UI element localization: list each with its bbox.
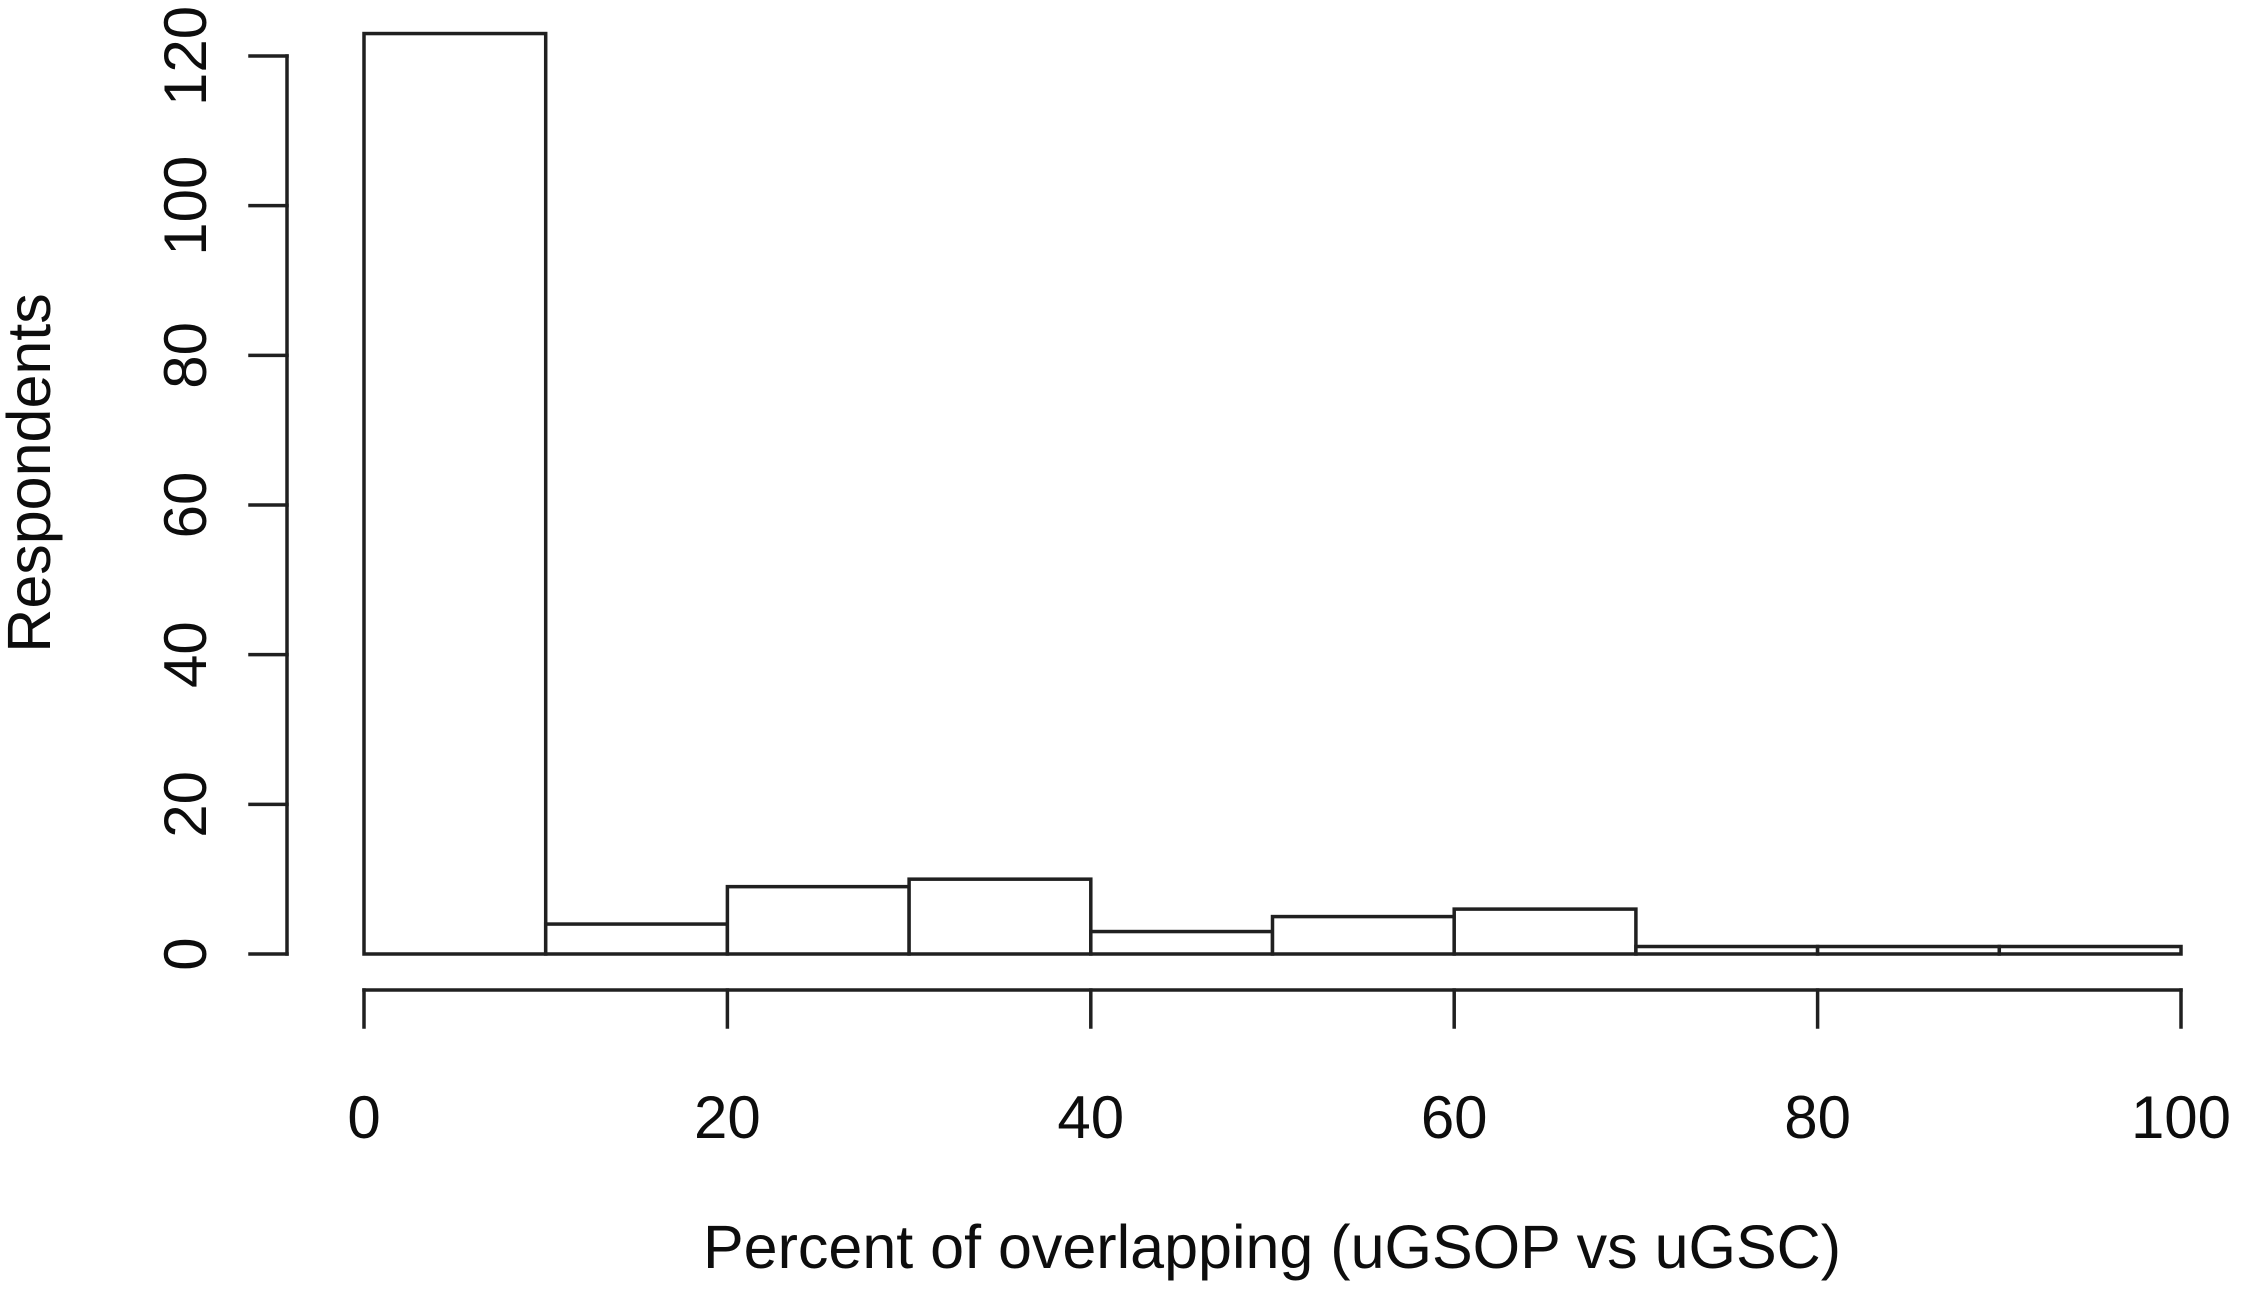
y-tick-label: 120: [152, 6, 219, 106]
x-axis: 0 20 40 60 80 100: [347, 988, 2231, 1151]
histogram-bar: [1452, 907, 1638, 956]
x-tick-label: 60: [1421, 1084, 1488, 1151]
histogram-bars: [362, 31, 2183, 956]
y-axis: 0 20 40 60 80 100 120: [152, 6, 289, 971]
y-tick-label: 60: [152, 472, 219, 539]
y-tick-label: 0: [152, 937, 219, 970]
x-tick-label: 20: [694, 1084, 761, 1151]
histogram-bar: [1815, 944, 2002, 956]
y-tick-label: 80: [152, 322, 219, 389]
histogram-bar: [907, 877, 1093, 956]
y-tick-label: 40: [152, 621, 219, 688]
histogram-bar: [1997, 944, 2183, 956]
x-axis-title: Percent of overlapping (uGSOP vs uGSC): [703, 1213, 1841, 1281]
x-tick-label: 80: [1784, 1084, 1851, 1151]
x-tick-label: 40: [1057, 1084, 1124, 1151]
histogram-bar: [362, 31, 548, 956]
y-tick-label: 20: [152, 771, 219, 838]
histogram-bar: [1089, 929, 1275, 956]
histogram-bar: [725, 884, 911, 956]
x-tick-label: 0: [347, 1084, 380, 1151]
histogram-bar: [543, 922, 730, 956]
histogram-bar: [1270, 914, 1456, 956]
y-axis-title: Respondents: [0, 293, 63, 652]
x-tick-label: 100: [2131, 1084, 2231, 1151]
y-tick-label: 100: [152, 156, 219, 256]
histogram-bar: [1634, 944, 1820, 956]
